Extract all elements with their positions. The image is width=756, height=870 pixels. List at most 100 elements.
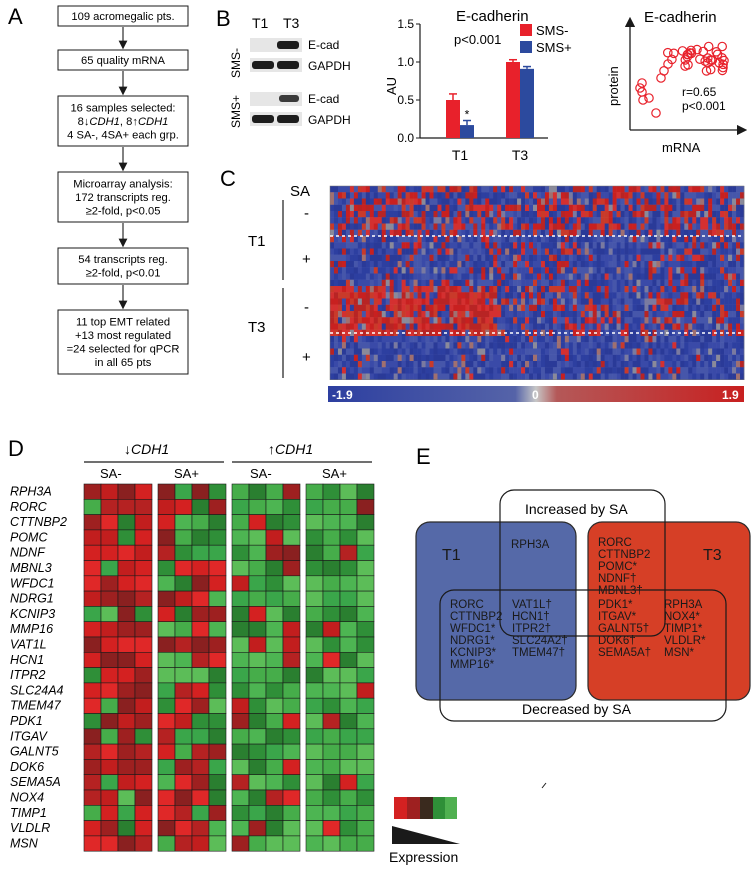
heatmap-cell	[672, 217, 677, 224]
heatmap-cell	[736, 186, 741, 193]
heatmap-cell	[473, 261, 478, 268]
heatmap-cell	[548, 236, 554, 243]
heatmap-cell	[708, 267, 713, 274]
heatmap-cell	[688, 323, 693, 330]
heatmap-cell	[385, 229, 391, 237]
heatmap-cell	[330, 217, 335, 224]
heatmap-cell	[437, 286, 442, 293]
heatmap-cell	[437, 236, 442, 243]
heatmap-cell	[525, 254, 530, 262]
heatmap-cell	[345, 367, 351, 374]
heatmap-cell	[349, 223, 355, 230]
heatmap-cell	[568, 361, 574, 368]
heatmap-cell	[437, 273, 442, 280]
heatmap-cell	[624, 242, 629, 249]
heatmap-cell	[353, 204, 359, 212]
heatmap-cell	[489, 267, 494, 274]
heatmap-cell	[560, 211, 566, 218]
heatmap-cell	[544, 373, 550, 380]
heatmap-cell	[664, 229, 669, 237]
heatmap-cell	[604, 229, 609, 237]
heatmap-cell	[644, 267, 649, 274]
heatmap-cell	[684, 311, 689, 318]
heatmap-cell	[656, 292, 661, 299]
heatmap-cell	[513, 248, 518, 255]
heatmap-cell	[449, 254, 454, 262]
heatmap-cell	[636, 236, 641, 243]
heatmap-cell	[445, 229, 450, 237]
heatmap-cell	[493, 304, 498, 312]
heatmap-cell	[548, 186, 554, 193]
heatmap-cell	[353, 373, 359, 380]
gene-label-cttnbp2: CTTNBP2	[10, 515, 67, 529]
qpcr-cell	[305, 590, 324, 607]
qpcr-cell	[191, 621, 210, 638]
heatmap-cell	[421, 236, 426, 243]
heatmap-cell	[576, 211, 582, 218]
heatmap-cell	[612, 273, 617, 280]
heatmap-cell	[445, 329, 450, 337]
heatmap-cell	[632, 361, 637, 368]
heatmap-cell	[724, 342, 729, 349]
heatmap-cell	[708, 211, 713, 218]
heatmap-cell	[497, 367, 502, 374]
heatmap-cell	[481, 329, 486, 337]
qpcr-cell	[248, 560, 267, 577]
heatmap-cell	[330, 348, 335, 355]
heatmap-cell	[361, 311, 367, 318]
heatmap-cell	[740, 223, 745, 230]
heatmap-cell	[628, 348, 633, 355]
heatmap-cell	[409, 329, 414, 337]
heatmap-cell	[628, 192, 633, 199]
qpcr-cell	[282, 529, 301, 546]
venn-t3-decreased: PDK1*	[598, 599, 633, 611]
qpcr-cell	[282, 560, 301, 577]
heatmap-cell	[648, 248, 653, 255]
heatmap-cell	[660, 248, 665, 255]
heatmap-cell	[425, 311, 430, 318]
heatmap-cell	[652, 373, 657, 380]
heatmap-cell	[357, 261, 363, 268]
heatmap-cell	[425, 186, 430, 193]
heatmap-cell	[509, 311, 514, 318]
qpcr-cell	[134, 774, 153, 791]
heatmap-cell	[680, 267, 685, 274]
heatmap-cell	[373, 279, 379, 287]
qpcr-heatmap	[83, 483, 375, 852]
heatmap-cell	[732, 354, 737, 362]
heatmap-cell	[636, 298, 641, 305]
heatmap-cell	[469, 254, 474, 262]
heatmap-cell	[417, 273, 422, 280]
heatmap-cell	[736, 248, 741, 255]
heatmap-cell	[333, 342, 339, 349]
heatmap-cell	[481, 204, 486, 212]
heatmap-cell	[405, 217, 410, 224]
heatmap-cell	[616, 342, 621, 349]
qpcr-cell	[191, 743, 210, 760]
heatmap-cell	[529, 248, 534, 255]
heatmap-cell	[465, 204, 470, 212]
heatmap-cell	[537, 348, 542, 355]
heatmap-cell	[672, 267, 677, 274]
qpcr-cell	[356, 575, 375, 592]
qpcr-cell	[231, 743, 250, 760]
heatmap-cell	[656, 248, 661, 255]
heatmap-cell	[381, 286, 387, 293]
heatmap-cell	[608, 192, 613, 199]
heatmap-cell	[560, 242, 566, 249]
heatmap-cell	[425, 229, 430, 237]
heatmap-cell	[708, 361, 713, 368]
heatmap-cell	[604, 323, 609, 330]
heatmap-cell	[680, 329, 685, 337]
scatter-point	[635, 83, 645, 93]
heatmap-cell	[389, 286, 394, 293]
heatmap-cell	[517, 279, 522, 287]
heatmap-cell	[688, 223, 693, 230]
heatmap-cell	[664, 373, 669, 380]
heatmap-cell	[365, 223, 371, 230]
heatmap-cell	[525, 373, 530, 380]
qpcr-cell	[356, 682, 375, 699]
heatmap-cell	[497, 317, 502, 324]
heatmap-cell	[461, 348, 466, 355]
heatmap-cell	[692, 367, 697, 374]
